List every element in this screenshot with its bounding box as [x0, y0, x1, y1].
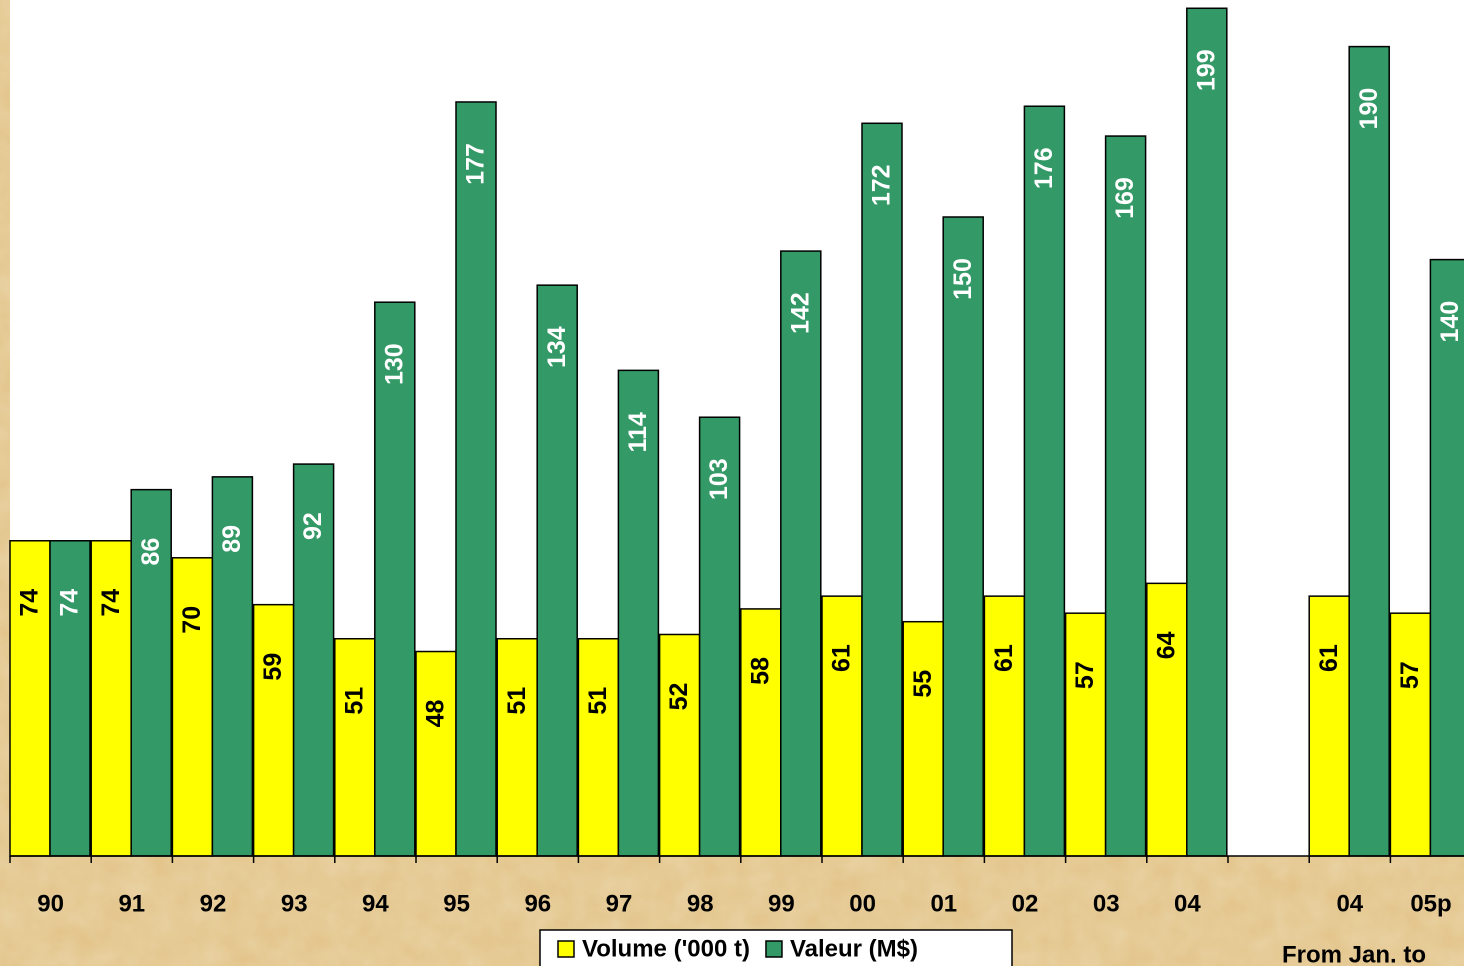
value-label: 74 — [97, 589, 125, 617]
x-tick-label: 97 — [606, 890, 633, 917]
bar — [861, 122, 903, 857]
value-label: 92 — [299, 512, 327, 540]
bar — [211, 476, 254, 857]
x-tick-label: 04 — [1174, 890, 1201, 917]
bar — [1146, 582, 1188, 857]
value-label: 150 — [949, 258, 977, 300]
x-tick-label: 94 — [362, 890, 389, 917]
x-tick-label: 93 — [281, 890, 308, 917]
bar — [658, 633, 701, 857]
value-label: 51 — [584, 687, 612, 715]
value-label: 51 — [503, 687, 531, 715]
legend: Volume ('000 t) Valeur (M$) — [539, 929, 1013, 966]
bar — [1308, 595, 1350, 857]
bar — [171, 557, 214, 857]
value-label: 61 — [1315, 644, 1343, 672]
value-label: 86 — [137, 538, 165, 566]
bar — [455, 101, 497, 857]
value-label: 48 — [422, 700, 450, 728]
bar — [577, 637, 620, 857]
x-tick-label: 04 — [1336, 890, 1363, 917]
bar — [902, 620, 944, 857]
x-tick-label: 98 — [687, 890, 714, 917]
value-label: 61 — [828, 644, 856, 672]
bar — [1389, 612, 1432, 857]
x-tick-label: 96 — [524, 890, 551, 917]
bar — [415, 650, 457, 857]
value-label: 190 — [1355, 88, 1383, 130]
bar — [252, 603, 295, 857]
value-label: 51 — [340, 687, 368, 715]
bar — [1104, 135, 1147, 857]
value-label: 114 — [624, 412, 652, 452]
value-label: 57 — [1396, 661, 1424, 689]
legend-label: Volume ('000 t) — [582, 935, 750, 962]
annotation: From Jan. to — [1282, 941, 1426, 966]
bar — [1429, 258, 1464, 857]
value-label: 176 — [1030, 147, 1058, 189]
bar — [1186, 7, 1228, 857]
value-label: 74 — [16, 589, 44, 617]
value-label: 142 — [786, 292, 814, 334]
x-tick-label: 92 — [200, 890, 227, 917]
x-tick-label: 91 — [118, 890, 145, 917]
bar — [9, 540, 51, 857]
bar — [374, 301, 416, 857]
bar — [1064, 612, 1107, 857]
value-label: 64 — [1152, 631, 1180, 659]
value-label: 58 — [746, 657, 774, 685]
bar — [821, 595, 863, 857]
value-label: 55 — [909, 670, 937, 698]
bar — [1348, 45, 1390, 857]
x-tick-label: 95 — [443, 890, 470, 917]
bar — [130, 488, 172, 857]
bar — [740, 608, 782, 857]
x-tick-label: 05p — [1410, 890, 1451, 917]
value-label: 89 — [218, 525, 246, 553]
bar — [983, 595, 1026, 857]
bar — [334, 637, 376, 857]
value-label: 70 — [178, 606, 206, 634]
value-label: 103 — [705, 458, 733, 500]
bar — [49, 540, 91, 857]
bar — [90, 540, 132, 857]
value-label: 172 — [868, 164, 896, 206]
legend-swatch — [557, 940, 575, 958]
bar — [496, 637, 538, 857]
value-label: 59 — [259, 653, 287, 681]
value-label: 74 — [56, 589, 84, 617]
legend-box — [539, 929, 1013, 966]
value-label: 169 — [1111, 177, 1139, 219]
x-tick-label: 90 — [37, 890, 64, 917]
value-label: 134 — [543, 326, 571, 368]
bar — [942, 216, 984, 857]
legend-label: Valeur (M$) — [790, 935, 918, 962]
bar — [617, 369, 660, 857]
value-label: 57 — [1071, 661, 1099, 689]
value-label: 177 — [462, 143, 490, 185]
value-label: 130 — [380, 343, 408, 385]
bar — [780, 250, 822, 857]
x-tick-label: 99 — [768, 890, 795, 917]
x-tick-label: 00 — [849, 890, 876, 917]
x-tick-label: 02 — [1012, 890, 1039, 917]
legend-swatch — [765, 940, 783, 958]
value-label: 61 — [990, 644, 1018, 672]
value-label: 140 — [1436, 301, 1464, 343]
bar — [536, 284, 578, 857]
bar — [1023, 105, 1066, 857]
x-tick-label: 01 — [930, 890, 957, 917]
x-tick-label: 03 — [1093, 890, 1120, 917]
value-label: 52 — [665, 683, 693, 711]
value-label: 199 — [1192, 49, 1220, 91]
